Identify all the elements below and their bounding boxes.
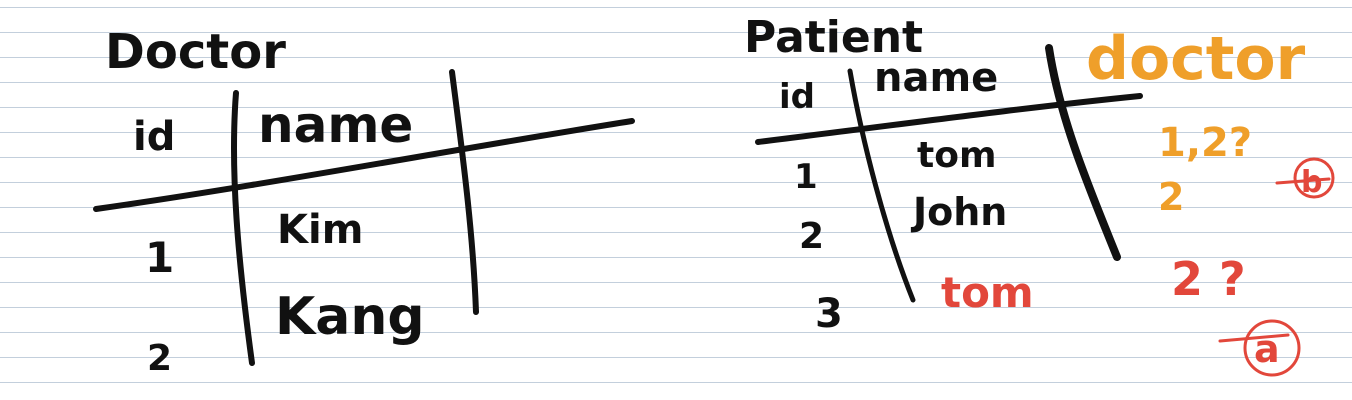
doctor-column-divider: [230, 90, 255, 366]
circled-a-letter: a: [1254, 327, 1280, 371]
patient-column-divider: [847, 68, 916, 303]
circled-b-ring: [1293, 157, 1335, 199]
doctor-table: Doctor id name 1 Kim 2 Kang: [93, 24, 635, 379]
annotation-doctor-label: doctor: [1086, 24, 1306, 94]
circled-a-ring: [1243, 319, 1301, 377]
doctor-row-1-name: Kim: [277, 207, 363, 253]
patient-right-border: [1045, 44, 1121, 261]
circled-a-dash: [1218, 333, 1290, 343]
doctor-row-2-id: 2: [147, 338, 172, 379]
patient-row-1-id: 1: [794, 157, 818, 197]
annotation-column: doctor 1,2? 2 2 ? b a: [1086, 24, 1335, 377]
doctor-row-2-name: Kang: [275, 287, 425, 347]
circled-b-mark: b: [1275, 157, 1335, 200]
circled-a-mark: a: [1218, 319, 1301, 377]
doctor-column-name: name: [258, 96, 413, 154]
patient-row-1-name: tom: [917, 135, 996, 176]
circled-b-dash: [1275, 177, 1331, 185]
doctor-column-id: id: [133, 114, 175, 160]
patient-row-2-name: John: [910, 190, 1007, 234]
annotation-row-2-value: 2: [1158, 175, 1184, 219]
doctor-right-border: [449, 69, 479, 315]
patient-row-2-id: 2: [799, 216, 824, 257]
patient-column-name: name: [874, 55, 998, 101]
doctor-table-title: Doctor: [105, 24, 286, 80]
annotation-row-1-value: 1,2?: [1158, 120, 1252, 166]
patient-table-title: Patient: [744, 12, 923, 63]
doctor-row-1-id: 1: [145, 233, 174, 282]
patient-header-line: [755, 93, 1143, 145]
annotation-row-3-value: 2 ?: [1171, 252, 1246, 306]
doctor-header-line: [93, 118, 635, 212]
patient-column-id: id: [779, 77, 815, 117]
patient-table: Patient id name 1 tom 2 John 3 tom: [744, 12, 1143, 337]
patient-row-3-name: tom: [941, 268, 1034, 317]
patient-row-3-id: 3: [815, 291, 843, 337]
circled-b-letter: b: [1301, 165, 1322, 200]
